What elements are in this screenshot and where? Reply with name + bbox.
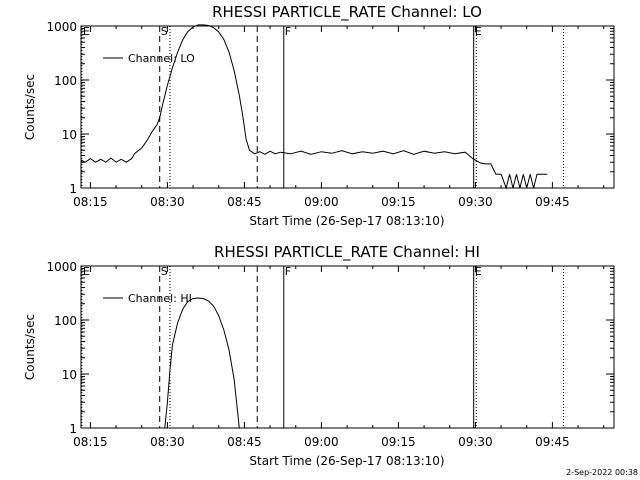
marker-label: F bbox=[285, 265, 291, 278]
chart-title: RHESSI PARTICLE_RATE Channel: HI bbox=[214, 243, 480, 262]
legend-label: Channel: LO bbox=[128, 52, 195, 65]
x-tick-label: 09:30 bbox=[458, 195, 493, 209]
x-tick-label: 09:00 bbox=[304, 435, 339, 449]
event-markers: S F EE bbox=[81, 25, 565, 188]
marker-label: E bbox=[83, 265, 90, 278]
series-group bbox=[80, 24, 548, 190]
x-tick-label: 09:45 bbox=[535, 435, 570, 449]
marker-label: S bbox=[161, 265, 168, 278]
y-tick-label: 100 bbox=[54, 74, 77, 88]
y-ticks: 1 10 100 1000 bbox=[46, 260, 614, 436]
chart-title: RHESSI PARTICLE_RATE Channel: LO bbox=[212, 3, 482, 22]
marker-label: S bbox=[161, 25, 168, 38]
legend: Channel: HI bbox=[103, 292, 192, 305]
series-line bbox=[80, 24, 548, 190]
x-axis-label: Start Time (26-Sep-17 08:13:10) bbox=[249, 214, 444, 228]
marker-label: F bbox=[285, 25, 291, 38]
event-markers: S F EE bbox=[81, 265, 565, 428]
x-tick-label: 08:30 bbox=[150, 195, 185, 209]
y-tick-label: 10 bbox=[62, 128, 77, 142]
y-tick-label: 100 bbox=[54, 314, 77, 328]
legend: Channel: LO bbox=[103, 52, 195, 65]
x-ticks: 08:15 08:30 08:45 09:00 09:15 09:30 09:45 bbox=[73, 266, 605, 449]
y-tick-label: 1 bbox=[69, 422, 77, 436]
y-axis-label: Counts/sec bbox=[23, 314, 37, 380]
x-tick-label: 09:30 bbox=[458, 435, 493, 449]
x-tick-label: 08:45 bbox=[227, 435, 262, 449]
x-tick-label: 08:15 bbox=[73, 435, 108, 449]
x-tick-label: 09:00 bbox=[304, 195, 339, 209]
x-ticks: 08:15 08:30 08:45 09:00 09:15 09:30 09:45 bbox=[73, 26, 605, 209]
marker-label: E bbox=[475, 25, 482, 38]
y-axis-label: Counts/sec bbox=[23, 74, 37, 140]
x-axis-label: Start Time (26-Sep-17 08:13:10) bbox=[249, 454, 444, 468]
series-group bbox=[164, 297, 240, 429]
date-stamp: 2-Sep-2022 00:38 bbox=[566, 468, 638, 477]
y-tick-label: 10 bbox=[62, 368, 77, 382]
x-tick-label: 09:15 bbox=[381, 435, 416, 449]
x-tick-label: 09:45 bbox=[535, 195, 570, 209]
y-tick-label: 1000 bbox=[46, 20, 77, 34]
marker-label: E bbox=[475, 265, 482, 278]
plot-frame bbox=[80, 25, 615, 189]
x-tick-label: 08:30 bbox=[150, 435, 185, 449]
plot-frame bbox=[80, 265, 615, 429]
legend-label: Channel: HI bbox=[128, 292, 192, 305]
x-tick-label: 08:15 bbox=[73, 195, 108, 209]
series-line bbox=[164, 297, 240, 429]
y-tick-label: 1 bbox=[69, 182, 77, 196]
x-tick-label: 09:15 bbox=[381, 195, 416, 209]
y-ticks: 1 10 100 1000 bbox=[46, 20, 614, 196]
marker-label: E bbox=[83, 25, 90, 38]
y-tick-label: 1000 bbox=[46, 260, 77, 274]
x-tick-label: 08:45 bbox=[227, 195, 262, 209]
panel-lo: RHESSI PARTICLE_RATE Channel: LO Start T… bbox=[23, 3, 615, 228]
panel-hi: RHESSI PARTICLE_RATE Channel: HI Start T… bbox=[23, 243, 615, 468]
